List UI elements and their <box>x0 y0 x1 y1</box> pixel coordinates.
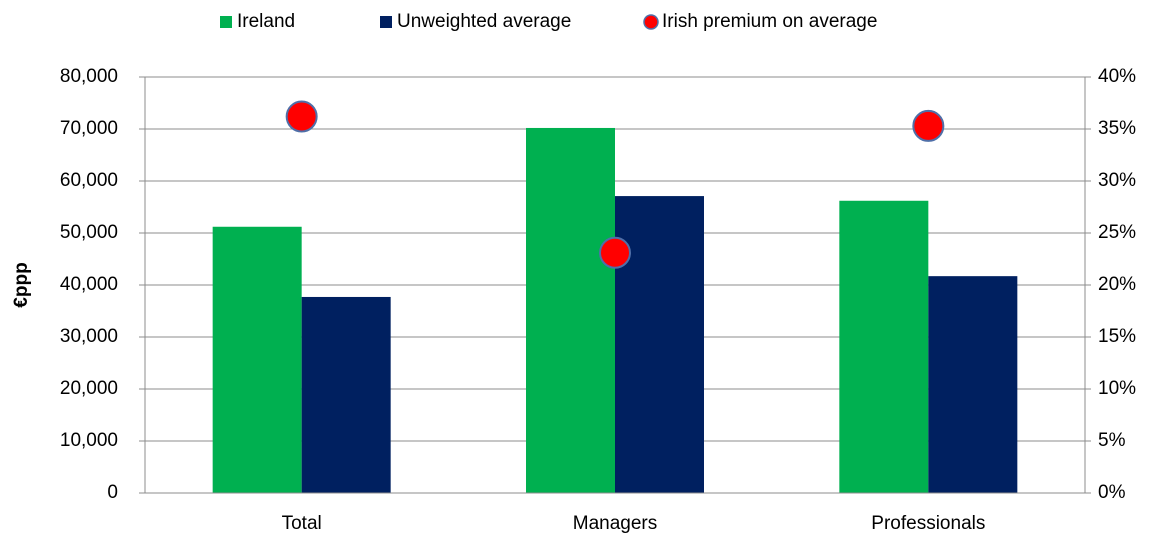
y2-tick-label: 40% <box>1098 66 1136 87</box>
y2-tick-label: 5% <box>1098 430 1126 451</box>
y2-tick-label: 35% <box>1098 118 1136 139</box>
y2-tick-label: 0% <box>1098 482 1126 503</box>
point <box>912 109 945 142</box>
y2-tick-label: 30% <box>1098 170 1136 191</box>
y-tick-label: 0 <box>107 482 118 503</box>
legend-marker <box>643 14 659 30</box>
y2-tick-label: 20% <box>1098 274 1136 295</box>
y-tick-label: 70,000 <box>60 118 118 139</box>
legend-label: Unweighted average <box>397 11 571 32</box>
point <box>599 236 631 269</box>
y-tick-label: 20,000 <box>60 378 118 399</box>
y2-tick-label: 10% <box>1098 378 1136 399</box>
x-tick-label: Total <box>282 513 322 534</box>
legend-label: Irish premium on average <box>662 11 877 32</box>
y-tick-label: 30,000 <box>60 326 118 347</box>
legend-marker <box>380 16 392 28</box>
y-tick-label: 50,000 <box>60 222 118 243</box>
x-tick-label: Managers <box>573 513 658 534</box>
bar <box>301 296 391 493</box>
y-tick-label: 60,000 <box>60 170 118 191</box>
bar <box>615 196 704 493</box>
bar <box>212 226 302 493</box>
y2-tick-label: 25% <box>1098 222 1136 243</box>
y-tick-label: 80,000 <box>60 66 118 87</box>
y-tick-label: 10,000 <box>60 430 118 451</box>
bar <box>526 127 615 494</box>
legend-marker <box>220 16 232 28</box>
point <box>285 100 318 133</box>
y2-tick-label: 15% <box>1098 326 1136 347</box>
legend-label: Ireland <box>237 11 295 32</box>
bar <box>928 276 1018 493</box>
bar <box>839 200 929 493</box>
x-tick-label: Professionals <box>871 513 985 534</box>
y-axis-title: €ppp <box>11 262 32 307</box>
y-tick-label: 40,000 <box>60 274 118 295</box>
